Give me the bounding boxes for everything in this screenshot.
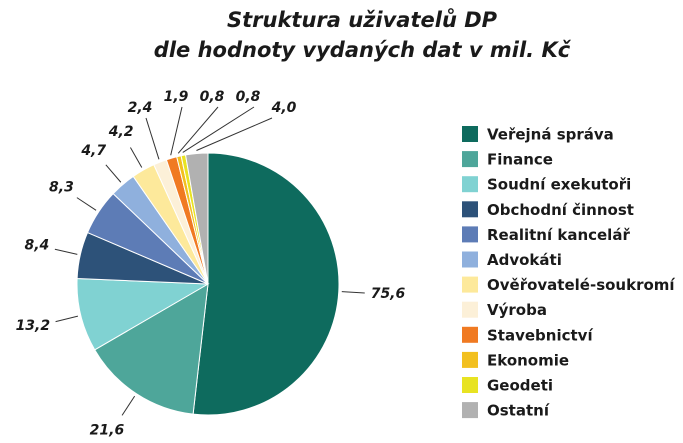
data-label: 8,3 [49,180,74,196]
legend-label: Ostatní [487,402,550,420]
legend-label: Advokáti [487,251,562,269]
data-label: 21,6 [90,422,125,438]
data-label: 8,4 [25,237,50,253]
leader-line [129,147,143,168]
leader-line [196,117,273,151]
chart-title: Struktura uživatelů DP [227,7,498,32]
legend-label: Finance [487,151,553,169]
data-label: 13,2 [16,318,51,334]
leader-line [54,248,78,255]
legend-swatch [462,326,478,343]
legend-label: Geodeti [487,377,553,395]
leader-line [121,395,136,416]
legend-swatch [462,402,478,419]
legend-swatch [462,176,478,193]
pie-slice [94,283,209,415]
data-label: 0,8 [236,89,261,105]
legend-swatch [462,151,478,168]
pie-slice [192,152,340,416]
leader-line [55,315,79,323]
legend-label: Výroba [487,301,547,319]
legend-label: Veřejná správa [487,126,614,144]
legend-label: Stavebnictví [487,326,593,344]
legend-swatch [462,301,478,318]
data-label: 4,0 [271,100,297,116]
legend-label: Soudní exekutoři [487,176,631,194]
leader-line [341,291,365,294]
legend-label: Obchodní činnost [487,201,634,219]
data-label: 2,4 [128,100,153,116]
chart-subtitle: dle hodnoty vydaných dat v mil. Kč [154,38,572,62]
legend-swatch [462,201,478,218]
leader-line [105,164,122,183]
leader-line [170,106,183,156]
legend-label: Ekonomie [487,351,569,369]
legend-swatch [462,377,478,393]
data-label: 75,6 [371,286,406,302]
legend-swatch [462,351,478,368]
legend-swatch [462,276,478,293]
legend-label: Ověřovatelé-soukromí [487,276,675,294]
legend-swatch [462,251,478,268]
data-label: 0,8 [200,89,225,105]
legend-swatch [462,126,478,142]
data-label: 4,7 [80,143,106,159]
data-label: 4,2 [108,124,134,140]
leader-line [182,106,255,153]
leader-line [76,197,97,211]
data-label: 1,9 [164,89,189,105]
legend-label: Realitní kancelář [487,226,630,244]
leader-line [177,106,219,154]
leader-line [145,117,160,160]
legend-swatch [462,226,478,243]
pie-slice [184,152,209,285]
